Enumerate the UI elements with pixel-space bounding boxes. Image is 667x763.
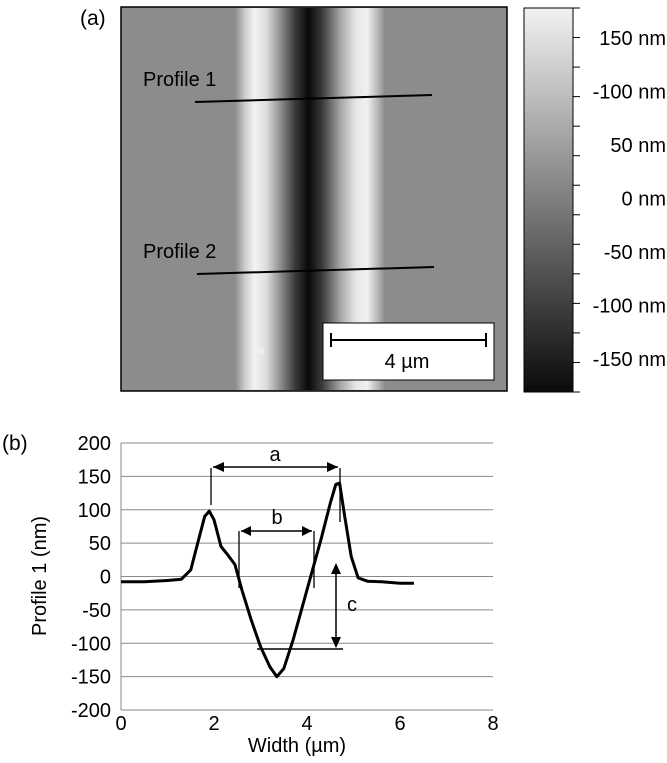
annotation-b-label: b	[271, 507, 282, 529]
panel-b-label: (b)	[2, 432, 28, 455]
profile-chart: 200 150 100 50 0 -50 -100 -150 -200 0 2 4 6 8 a b c	[29, 433, 499, 757]
x-axis-label: Width (µm)	[248, 735, 346, 757]
scalebar-label: 4 µm	[385, 351, 430, 373]
colorbar: 150 nm -100 nm 50 nm 0 nm -50 nm -100 nm -150 …	[523, 7, 666, 393]
x-tick-label: 6	[394, 713, 405, 735]
colorbar-gradient	[523, 7, 574, 393]
y-tick-label: 100	[78, 500, 111, 522]
colorbar-tick-label: 150 nm	[599, 28, 666, 50]
annotation-c-label: c	[347, 594, 357, 616]
annotation-a: a	[210, 444, 341, 522]
panel-a-label: (a)	[80, 7, 106, 30]
profile-2-line	[196, 266, 435, 275]
y-tick-label: 0	[100, 567, 111, 589]
annotation-a-label: a	[269, 444, 281, 466]
afm-image: Profile 1 Profile 2 4 µm	[120, 6, 508, 392]
y-tick-label: -50	[82, 600, 111, 622]
colorbar-tick-label: -50 nm	[604, 242, 666, 264]
profile-2-label: Profile 2	[143, 241, 216, 263]
y-tick-label: 150	[78, 466, 111, 488]
y-tick-label: -100	[71, 633, 111, 655]
series-profile-1-line	[121, 481, 414, 679]
colorbar-tick-label: -100 nm	[593, 82, 666, 104]
y-tick-label: 200	[78, 433, 111, 455]
colorbar-tick-label: -100 nm	[593, 296, 666, 318]
x-tick-label: 2	[208, 713, 219, 735]
colorbar-tick-label: -150 nm	[593, 349, 666, 371]
colorbar-tick-label: 0 nm	[622, 189, 666, 211]
y-tick-label: -200	[71, 700, 111, 722]
annotation-b: b	[238, 507, 315, 588]
x-tick-label: 0	[115, 713, 126, 735]
scalebar-box	[322, 322, 495, 381]
annotation-c: c	[257, 563, 357, 650]
colorbar-tick-label: 50 nm	[610, 135, 666, 157]
profile-1-line	[194, 94, 433, 103]
y-tick-label: 50	[89, 533, 111, 555]
afm-particle	[256, 347, 264, 355]
y-tick-label: -150	[71, 667, 111, 689]
x-tick-label: 4	[301, 713, 312, 735]
profile-1-label: Profile 1	[143, 69, 216, 91]
y-axis-label: Profile 1 (nm)	[29, 516, 51, 636]
x-tick-label: 8	[487, 713, 498, 735]
